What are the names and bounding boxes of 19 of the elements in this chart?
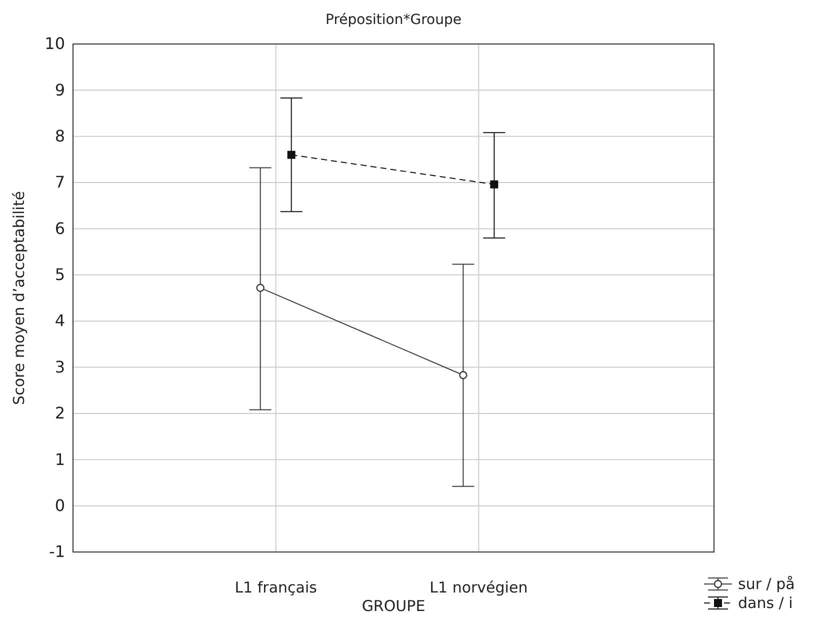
y-tick-label: 0	[54, 496, 65, 515]
y-tick-label: 9	[54, 80, 65, 100]
x-tick-label: L1 français	[234, 578, 318, 597]
y-tick-label: 3	[54, 357, 65, 376]
chart-title: Préposition*Groupe	[326, 12, 462, 28]
y-tick-label: 6	[54, 218, 65, 238]
y-tick-label: -1	[49, 542, 65, 562]
y-tick-label: 4	[54, 311, 65, 330]
y-tick-label: 8	[54, 126, 65, 146]
y-tick-label: 7	[54, 172, 65, 192]
y-tick-label: 5	[54, 265, 65, 284]
legend-label: dans / i	[738, 594, 793, 612]
x-axis-title: GROUPE	[362, 597, 426, 615]
y-tick-label: 10	[44, 34, 65, 54]
legend-label: sur / på	[738, 575, 795, 593]
y-tick-label: 2	[54, 404, 65, 423]
y-tick-label: 1	[54, 450, 65, 469]
y-axis-title: Score moyen d’acceptabilité	[10, 191, 28, 405]
x-tick-label: L1 norvégien	[430, 578, 528, 597]
